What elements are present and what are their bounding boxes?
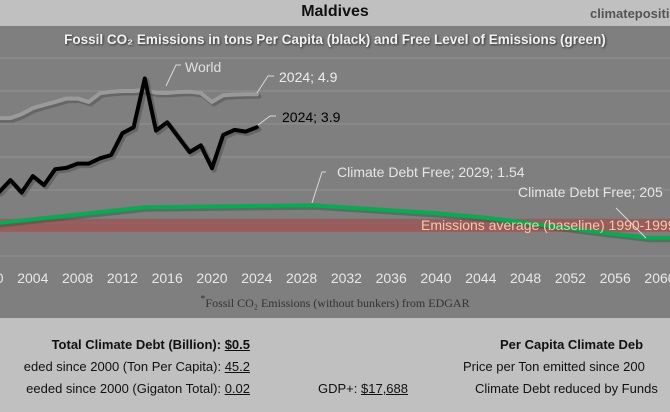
x-tick-label: 2060 [644,270,670,286]
per-capita-debt-label: Per Capita Climate Deb [500,337,644,352]
ton-per-capita-label: eded since 2000 (Ton Per Capita): [23,359,222,374]
country-end-leader-line [257,115,276,126]
country-end-label: 2024; 3.9 [282,109,341,125]
gdp-row: GDP+: $17,688 [318,381,408,396]
debt-free-1-leader-line [311,171,326,204]
x-tick-label: 2044 [465,270,496,286]
x-tick-label: 2000 [0,270,4,286]
footnote-text: Fossil CO₂ Emissions (without bunkers) f… [205,296,470,310]
x-tick-label: 2004 [17,270,48,286]
chart-area: 2000 2004 2008 2012 2016 2020 2024 2028 2032 2036… [0,26,670,318]
x-tick-label: 2056 [600,270,631,286]
total-debt-label: Total Climate Debt (Billion): [51,337,222,352]
total-debt-value[interactable]: $0.5 [224,337,250,352]
x-tick-label: 2028 [286,270,317,286]
x-tick-label: 2048 [510,270,541,286]
gigaton-value[interactable]: 0.02 [224,381,250,396]
x-tick-label: 2032 [331,270,362,286]
world-leader-line [165,64,181,87]
x-tick-label: 2012 [107,270,138,286]
world-label: World [185,59,222,75]
chart-svg: 2000 2004 2008 2012 2016 2020 2024 2028 2032 2036… [0,57,670,286]
world-end-leader-line [256,75,274,94]
x-tick-label: 2020 [196,270,227,286]
gigaton-label: eeded since 2000 (Gigaton Total): [26,381,222,396]
gigaton-row: eeded since 2000 (Gigaton Total): 0.02 [26,381,250,396]
baseline-band [0,218,670,232]
x-tick-label: 2024 [241,270,272,286]
debt-free-1-label: Climate Debt Free; 2029; 1.54 [337,164,525,180]
funds-label: Climate Debt reduced by Funds [475,381,658,396]
gdp-value[interactable]: $17,688 [361,381,408,396]
page-title: Maldives [301,3,369,20]
world-end-label: 2024; 4.9 [279,69,338,85]
gdp-label: GDP+: [318,381,358,396]
title-bar: Maldives climatepositi [0,0,670,26]
footnote: *Fossil CO₂ Emissions (without bunkers) … [0,294,670,311]
x-tick-label: 2008 [62,270,93,286]
x-tick-label: 2040 [420,270,451,286]
price-per-ton-label: Price per Ton emitted since 200 [463,359,645,374]
debt-free-2-label: Climate Debt Free; 205 [518,184,663,200]
ton-per-capita-row: eded since 2000 (Ton Per Capita): 45.2 [24,359,250,374]
chart-title: Fossil CO₂ Emissions in tons Per Capita … [64,32,606,47]
x-tick-label: 2052 [555,270,586,286]
total-debt-row: Total Climate Debt (Billion): $0.5 [52,337,250,352]
ton-per-capita-value[interactable]: 45.2 [224,359,250,374]
x-tick-label: 2036 [376,270,407,286]
stats-panel: Total Climate Debt (Billion): $0.5 eded … [0,318,670,412]
baseline-label: Emissions average (baseline) 1990-1999; … [421,217,670,233]
x-tick-label: 2016 [152,270,183,286]
debt-free-2-leader-line [615,207,647,239]
footnote-star: * [200,294,206,305]
site-name: climatepositi [590,6,670,21]
